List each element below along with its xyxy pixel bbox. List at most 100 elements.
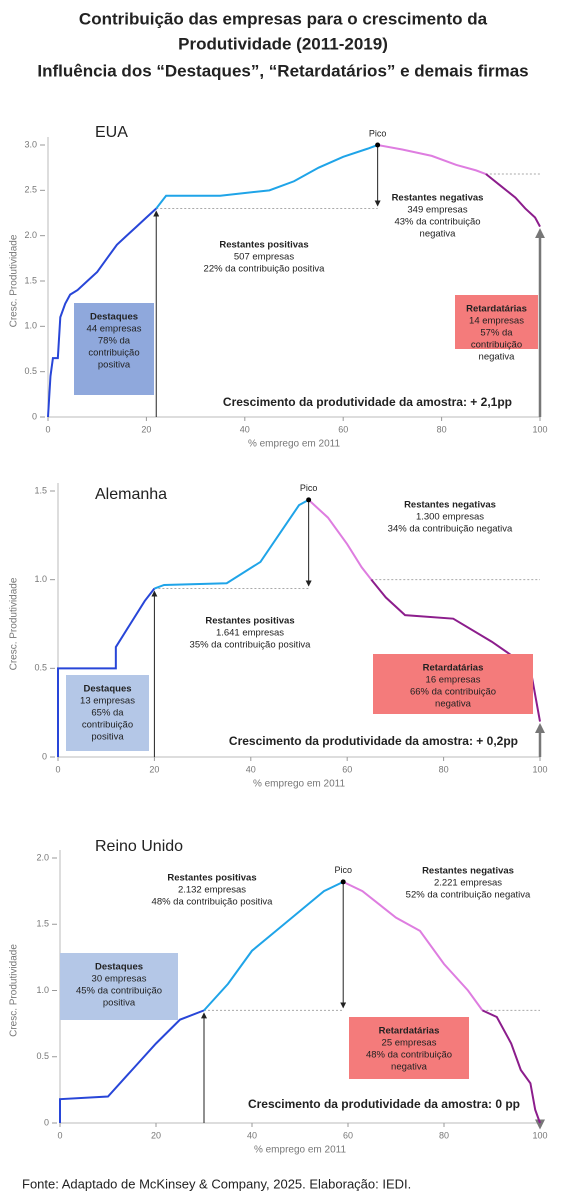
x-tick-label: 100 [532,1130,547,1140]
line-series [57,587,156,757]
annotation: negativa [391,1062,428,1073]
annotation-box [373,654,533,714]
series-name: Destaques [90,312,138,323]
annotation: 2.221 empresas [434,878,502,889]
annotation: 66% da contribuição [410,687,496,698]
annotation: 1.300 empresas [416,512,484,523]
annotation: negativa [420,229,457,240]
annotation: 22% da contribuição positiva [204,264,326,275]
annotation: 34% da contribuição negativa [388,524,513,535]
annotation: 44 empresas [87,324,142,335]
annotation-box [349,1017,469,1079]
peak-label: Pico [300,483,318,493]
chart-title: Reino Unido [95,838,183,855]
y-tick-label: 2.0 [36,852,49,862]
y-tick-label: 1.0 [24,321,37,331]
annotation: positiva [103,998,136,1009]
series-name: Retardatárias [423,663,484,674]
annotation: negativa [479,352,516,363]
annotation-box [60,953,178,1020]
annotation: contribuição [88,348,139,359]
peak-dot [375,142,381,148]
peak-label: Pico [334,865,352,875]
series-name: Restantes positivas [167,873,256,884]
x-tick-label: 60 [338,424,348,434]
y-tick-label: 1.0 [34,574,47,584]
annotation: 30 empresas [92,974,147,985]
source: Fonte: Adaptado de McKinsey & Company, 2… [22,1176,411,1191]
annotation: 43% da contribuição [394,217,480,228]
peak-label: Pico [369,128,387,138]
line-series [377,144,487,175]
annotation: 52% da contribuição negativa [406,890,531,901]
annotation: 78% da [98,336,131,347]
chart-title: EUA [95,124,128,141]
annotation: 14 empresas [469,316,524,327]
y-tick-label: 1.5 [24,275,37,285]
series-name: Restantes negativas [404,500,496,511]
line-series [59,1009,205,1123]
x-tick-label: 0 [55,764,60,774]
annotation: 13 empresas [80,696,135,707]
annotation: 65% da [91,708,124,719]
y-tick-label: 0.5 [34,663,47,673]
x-axis-label: % emprego em 2011 [254,1145,347,1156]
x-tick-label: 0 [45,424,50,434]
growth-label: Crescimento da produtividade da amostra:… [229,734,518,748]
annotation: 2.132 empresas [178,885,246,896]
page-title: Influência dos “Destaques”, “Retardatári… [37,61,528,80]
line-series [203,880,344,1012]
line-series [342,880,484,1011]
y-tick-label: 3.0 [24,139,37,149]
page-title: Produtividade (2011-2019) [178,34,388,53]
annotation: 349 empresas [407,205,467,216]
x-tick-label: 20 [149,764,159,774]
line-series [155,144,378,210]
y-tick-label: 0 [44,1117,49,1127]
y-tick-label: 1.5 [34,485,47,495]
x-tick-label: 20 [151,1130,161,1140]
series-name: Restantes negativas [392,193,484,204]
x-tick-label: 40 [240,424,250,434]
x-tick-label: 100 [532,764,547,774]
x-tick-label: 40 [247,1130,257,1140]
x-tick-label: 100 [532,424,547,434]
annotation: contribuição [82,720,133,731]
peak-dot [340,879,346,885]
x-axis-label: % emprego em 2011 [248,439,341,450]
annotation: 48% da contribuição [366,1050,452,1061]
y-tick-label: 1.0 [36,985,49,995]
x-tick-label: 60 [342,764,352,774]
annotation: positiva [98,360,131,371]
series-name: Restantes positivas [219,240,308,251]
annotation-box [66,675,149,751]
y-axis-label: Cresc. Produtividade [9,944,20,1037]
series-name: Retardatárias [379,1026,440,1037]
annotation: positiva [91,732,124,743]
line-series [481,1009,541,1124]
series-name: Destaques [95,962,143,973]
x-tick-label: 60 [343,1130,353,1140]
y-axis-label: Cresc. Produtividade [9,234,20,327]
x-axis-label: % emprego em 2011 [253,779,346,790]
line-series [47,207,157,418]
annotation: 1.641 empresas [216,628,284,639]
y-tick-label: 0.5 [24,366,37,376]
y-tick-label: 0 [32,411,37,421]
line-series [307,499,373,581]
x-tick-label: 40 [246,764,256,774]
series-name: Restantes negativas [422,866,514,877]
series-name: Retardatárias [466,304,527,315]
x-tick-label: 0 [57,1130,62,1140]
page-title: Contribuição das empresas para o crescim… [79,9,488,28]
line-series [154,498,310,590]
annotation: negativa [435,699,472,710]
x-tick-label: 80 [437,424,447,434]
annotation: 16 empresas [426,675,481,686]
line-series [485,173,541,228]
annotation: 35% da contribuição positiva [190,640,312,651]
y-tick-label: 0 [42,751,47,761]
annotation-box [74,303,154,395]
annotation: 45% da contribuição [76,986,162,997]
